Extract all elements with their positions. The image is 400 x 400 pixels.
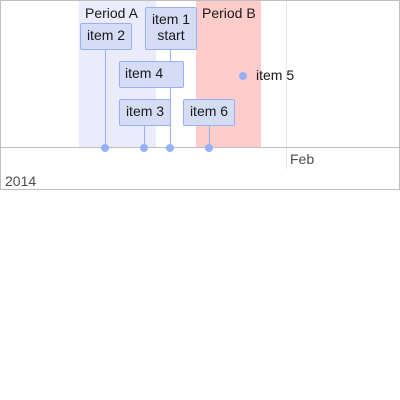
item-3-dot xyxy=(140,144,148,152)
item-1-stem xyxy=(170,50,171,147)
item-1-label-line2: start xyxy=(157,27,185,43)
period-a-label: Period A xyxy=(85,5,138,21)
item-6-stem xyxy=(209,126,210,147)
item-1[interactable]: item 1 start xyxy=(145,7,197,50)
item-4[interactable]: item 4 xyxy=(119,61,184,88)
item-1-dot xyxy=(166,144,174,152)
item-6-label: item 6 xyxy=(189,103,229,119)
item-5-label[interactable]: item 5 xyxy=(256,67,295,83)
item-2[interactable]: item 2 xyxy=(80,23,132,50)
timeline[interactable]: Period A Period B item 2 item 1 start it… xyxy=(0,0,400,190)
item-3-label: item 3 xyxy=(125,103,165,119)
time-axis-line xyxy=(1,147,399,148)
item-4-label: item 4 xyxy=(125,65,164,81)
item-2-dot xyxy=(101,144,109,152)
item-3[interactable]: item 3 xyxy=(119,99,171,126)
item-6[interactable]: item 6 xyxy=(183,99,235,126)
axis-major-label-year: 2014 xyxy=(5,173,37,189)
item-1-label-line1: item 1 xyxy=(151,11,191,27)
item-2-stem xyxy=(105,50,106,147)
item-3-stem xyxy=(144,126,145,147)
period-b-label: Period B xyxy=(202,5,256,21)
item-2-label: item 2 xyxy=(86,27,126,43)
axis-minor-label-feb: Feb xyxy=(290,151,315,167)
item-5-dot[interactable] xyxy=(239,72,247,80)
item-6-dot xyxy=(205,144,213,152)
gridline-feb xyxy=(286,1,287,169)
